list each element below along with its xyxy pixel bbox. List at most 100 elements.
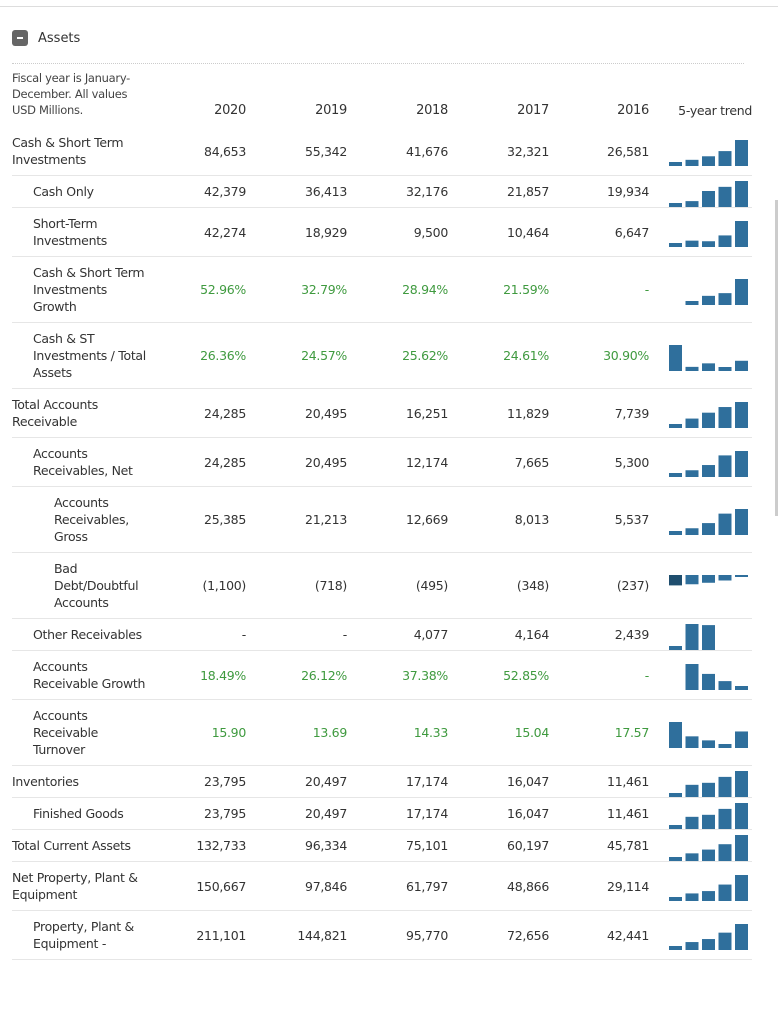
row-label: Cash Only (12, 175, 150, 208)
cell-value: 24,285 (150, 388, 246, 438)
cell-value: 18,929 (246, 207, 347, 257)
section-title: Assets (38, 30, 81, 46)
cell-value: 24.57% (246, 322, 347, 389)
trend-chart (669, 623, 715, 650)
trend-bar (669, 574, 682, 585)
cell-value: 52.85% (448, 650, 549, 700)
divider (12, 63, 744, 64)
table-row: Finished Goods 23,795 20,497 17,174 16,047 11… (12, 797, 752, 830)
trend-bar (702, 849, 715, 861)
table-row: Accounts Receivables, Net 24,285 20,495 12,… (12, 437, 752, 487)
section-header[interactable]: Assets (12, 30, 80, 46)
trend-bar (718, 366, 732, 371)
trend-bar (718, 932, 732, 950)
cell-value: 8,013 (448, 486, 549, 553)
cell-value: 26.36% (150, 322, 246, 389)
trend-chart (669, 402, 748, 428)
cell-value: (348) (448, 552, 549, 619)
cell-value: 5,300 (549, 437, 649, 487)
trend-bar (735, 451, 748, 477)
cell-value: - (549, 650, 649, 700)
trend-bar (702, 412, 715, 428)
trend-bar (685, 527, 699, 535)
cell-value: 2,439 (549, 618, 649, 651)
cell-value: 25,385 (150, 486, 246, 553)
trend-bar (669, 202, 682, 207)
table-row: Accounts Receivable Growth 18.49% 26.12% 37… (12, 650, 752, 700)
trend-cell (649, 127, 752, 176)
trend-cell (649, 797, 752, 830)
trend-bar (735, 924, 748, 950)
trend-cell (649, 175, 752, 208)
trend-bar (718, 513, 732, 535)
cell-value: 15.04 (448, 699, 549, 766)
trend-cell (649, 650, 752, 700)
trend-bar (702, 295, 715, 305)
trend-bar (685, 574, 699, 584)
cell-value: 17,174 (347, 797, 448, 830)
cell-value: 11,461 (549, 765, 649, 798)
trend-bar (735, 360, 748, 371)
trend-bar (735, 140, 748, 166)
trend-bar (735, 180, 748, 207)
trend-bar (669, 946, 682, 950)
trend-chart (669, 802, 748, 829)
trend-bar (702, 574, 715, 583)
trend-bar (685, 664, 699, 690)
trend-bar (718, 455, 732, 477)
cell-value: 42,379 (150, 175, 246, 208)
trend-bar (735, 278, 748, 305)
trend-bar (685, 240, 699, 247)
cell-value: 20,497 (246, 797, 347, 830)
cell-value: 10,464 (448, 207, 549, 257)
cell-value: 19,934 (549, 175, 649, 208)
cell-value: 11,829 (448, 388, 549, 438)
scrollbar[interactable] (775, 200, 778, 516)
table-row: Cash & ST Investments / Total Assets 26.3… (12, 322, 752, 389)
trend-bar (702, 814, 715, 829)
cell-value: 48,866 (448, 861, 549, 911)
header-row: Fiscal year is January-December. All val… (12, 68, 752, 127)
cell-value: 18.49% (150, 650, 246, 700)
cell-value: 32.79% (246, 256, 347, 323)
cell-value: 5,537 (549, 486, 649, 553)
cell-value: 30.90% (549, 322, 649, 389)
trend-bar (702, 673, 715, 690)
cell-value: 75,101 (347, 829, 448, 862)
collapse-icon[interactable] (12, 30, 28, 46)
cell-value: 16,047 (448, 765, 549, 798)
trend-chart (669, 834, 748, 861)
cell-value: 4,077 (347, 618, 448, 651)
year-header: 2018 (416, 103, 448, 118)
trend-bar (685, 418, 699, 428)
row-label: Total Current Assets (12, 829, 150, 862)
cell-value: 42,274 (150, 207, 246, 257)
cell-value: 29,114 (549, 861, 649, 911)
cell-value: 72,656 (448, 910, 549, 960)
trend-bar (702, 522, 715, 535)
cell-value: 32,176 (347, 175, 448, 208)
trend-bar (702, 624, 715, 650)
trend-bar (735, 402, 748, 428)
trend-bar (718, 235, 732, 247)
cell-value: 45,781 (549, 829, 649, 862)
trend-bar (735, 686, 748, 690)
year-header: 2016 (617, 103, 649, 118)
cell-value: 25.62% (347, 322, 448, 389)
cell-value: 21,857 (448, 175, 549, 208)
table-row: Inventories 23,795 20,497 17,174 16,047 11,46… (12, 765, 752, 798)
row-label: Cash & Short Term Investments Growth (12, 256, 150, 323)
cell-value: 9,500 (347, 207, 448, 257)
row-label: Inventories (12, 765, 150, 798)
cell-value: 12,669 (347, 486, 448, 553)
trend-bar (702, 739, 715, 748)
cell-value: 52.96% (150, 256, 246, 323)
trend-bar (685, 893, 699, 901)
cell-value: 132,733 (150, 829, 246, 862)
cell-value: 14.33 (347, 699, 448, 766)
trend-bar (685, 623, 699, 650)
trend-bar (735, 834, 748, 861)
cell-value: 6,647 (549, 207, 649, 257)
trend-cell (649, 388, 752, 438)
table-row: Accounts Receivables, Gross 25,385 21,213 1… (12, 486, 752, 553)
